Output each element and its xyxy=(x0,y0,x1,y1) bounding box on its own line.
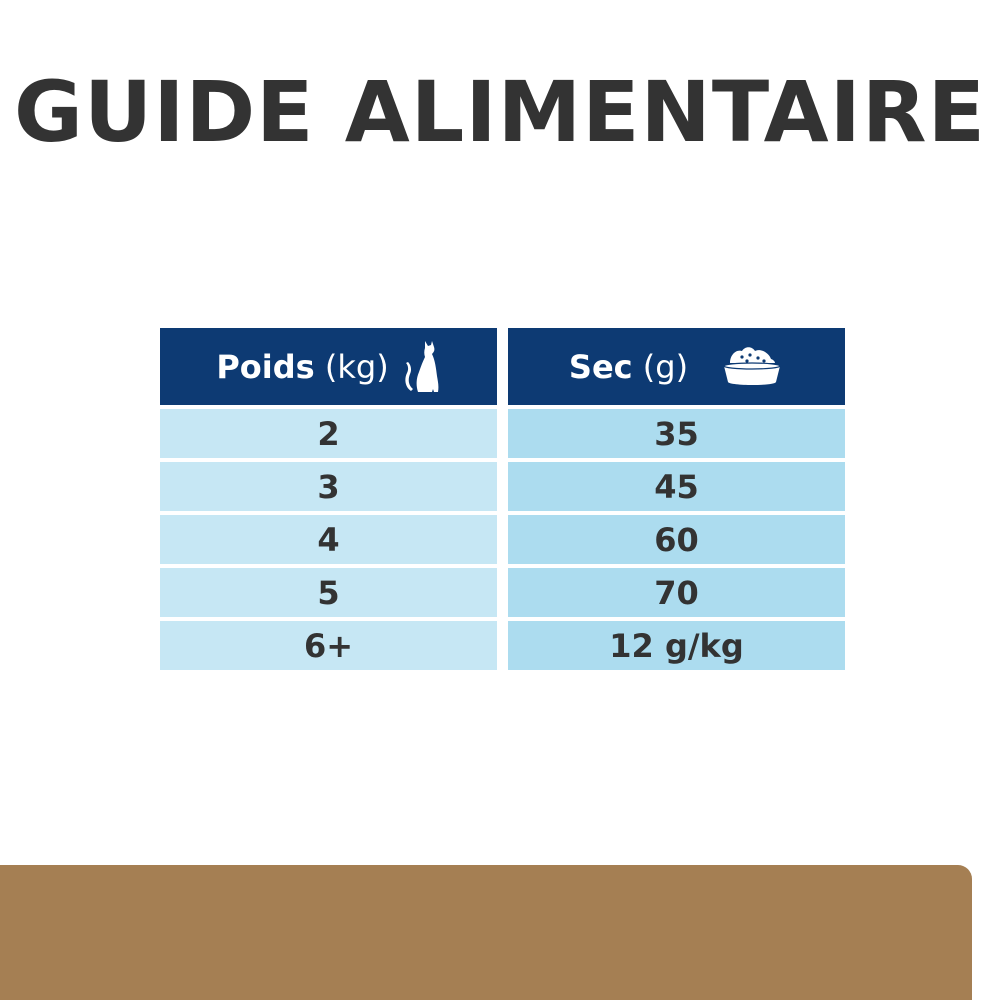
dry-food-header-unit: (g) xyxy=(642,347,689,386)
bottom-color-band xyxy=(0,865,972,1000)
weight-header: Poids (kg) xyxy=(160,328,497,405)
weight-header-label: Poids xyxy=(216,347,315,386)
dry-food-cell: 60 xyxy=(508,515,845,564)
page-title: GUIDE ALIMENTAIRE xyxy=(14,63,986,161)
dry-food-cell: 45 xyxy=(508,462,845,511)
dry-food-column: Sec (g) 35 45 60 70 12 g/kg xyxy=(508,328,845,670)
dry-food-cell: 12 g/kg xyxy=(508,621,845,670)
dry-food-cell: 70 xyxy=(508,568,845,617)
weight-cell: 4 xyxy=(160,515,497,564)
weight-cell: 2 xyxy=(160,409,497,458)
dry-food-header-label: Sec xyxy=(568,347,633,386)
weight-header-unit: (kg) xyxy=(324,347,389,386)
weight-column: Poids (kg) 2 3 4 5 6+ xyxy=(160,328,497,670)
dry-food-cell: 35 xyxy=(508,409,845,458)
dry-food-header: Sec (g) xyxy=(508,328,845,405)
cat-icon xyxy=(401,339,441,395)
weight-cell: 6+ xyxy=(160,621,497,670)
food-bowl-icon xyxy=(720,345,784,389)
weight-cell: 3 xyxy=(160,462,497,511)
weight-cell: 5 xyxy=(160,568,497,617)
